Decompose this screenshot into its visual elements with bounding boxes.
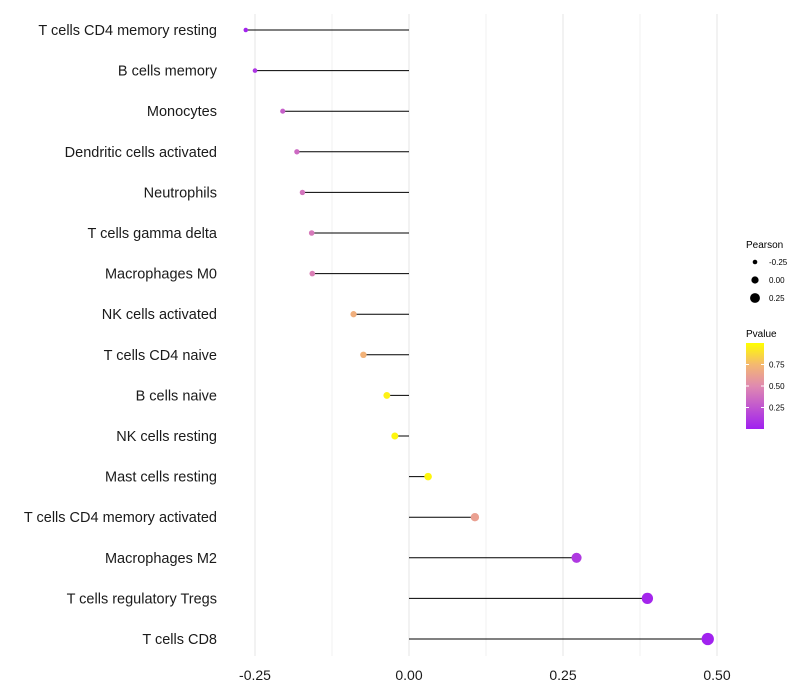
size-legend-key	[752, 259, 758, 265]
lollipop-point	[470, 513, 480, 522]
y-tick-label: Neutrophils	[144, 185, 217, 201]
lollipop-point	[308, 230, 315, 236]
color-legend-label: 0.75	[769, 361, 785, 370]
lollipop-point	[309, 270, 316, 277]
grid-layer	[254, 14, 718, 656]
y-tick-label: T cells CD4 naive	[104, 348, 217, 364]
lollipop-point	[360, 351, 367, 359]
y-tick-label: T cells CD4 memory resting	[38, 23, 217, 39]
y-tick-label: T cells CD4 memory activated	[24, 510, 217, 526]
pvalue-legend-title: Pvalue	[746, 329, 777, 340]
x-tick-label: 0.50	[703, 667, 730, 683]
color-legend-label: 0.25	[769, 404, 785, 413]
lollipop-point	[350, 311, 357, 318]
lollipop-point	[299, 189, 306, 196]
y-tick-label: Macrophages M0	[105, 267, 217, 283]
lollipop-point	[383, 391, 391, 399]
lollipop-point	[641, 592, 654, 605]
x-tick-labels: -0.25 0.00 0.25 0.50	[239, 667, 731, 683]
y-tick-label: NK cells resting	[116, 429, 217, 445]
size-legend-label: 0.00	[769, 276, 785, 285]
y-tick-label: Mast cells resting	[105, 470, 217, 486]
y-tick-label: Monocytes	[147, 104, 217, 120]
x-tick-label: -0.25	[239, 667, 271, 683]
lollipop-point	[571, 552, 582, 563]
lollipop-point	[243, 27, 248, 33]
lollipop-point	[424, 472, 432, 481]
y-tick-label: T cells CD8	[142, 632, 217, 648]
y-tick-label: T cells regulatory Tregs	[67, 591, 217, 607]
lollipop-point	[391, 432, 399, 440]
x-tick-label: 0.00	[395, 667, 422, 683]
y-tick-label: NK cells activated	[102, 307, 217, 323]
pvalue-colorbar	[746, 343, 764, 429]
x-tick-label: 0.25	[549, 667, 576, 683]
size-legend-label: 0.25	[769, 294, 785, 303]
pearson-size-legend: Pearson -0.25 0.00 0.25	[746, 240, 788, 303]
color-legend-label: 0.50	[769, 382, 785, 391]
point-layer	[243, 27, 714, 646]
lollipop-point	[252, 68, 258, 73]
lollipop-point	[280, 108, 286, 114]
size-legend-key	[750, 293, 760, 303]
stem-layer	[245, 29, 708, 640]
y-tick-label: Macrophages M2	[105, 551, 217, 567]
pvalue-color-legend: Pvalue 0.75 0.50 0.25	[746, 329, 785, 429]
y-tick-label: Dendritic cells activated	[65, 145, 217, 161]
y-tick-label: B cells memory	[118, 64, 218, 80]
size-legend-label: -0.25	[769, 258, 788, 267]
lollipop-point	[294, 149, 300, 155]
lollipop-point	[701, 632, 714, 646]
pearson-legend-title: Pearson	[746, 240, 783, 251]
size-legend-key	[751, 276, 759, 284]
y-tick-label: T cells gamma delta	[88, 226, 218, 242]
y-tick-label: B cells naive	[136, 388, 217, 404]
y-tick-labels: T cells CD4 memory resting B cells memory…	[24, 23, 218, 648]
